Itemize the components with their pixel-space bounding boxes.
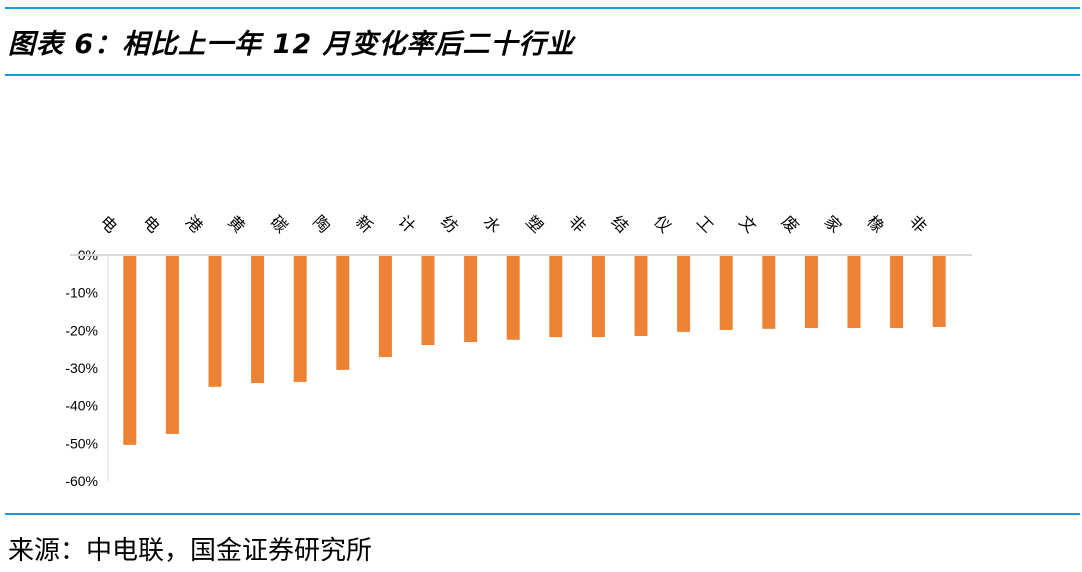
- category-label: 非: [565, 212, 590, 237]
- y-tick-label: -50%: [65, 435, 98, 451]
- bar: [677, 255, 691, 332]
- y-tick-label: -30%: [65, 360, 98, 376]
- y-tick-label: -60%: [65, 473, 98, 489]
- y-tick-label: -10%: [65, 285, 98, 301]
- category-label: 结: [608, 212, 633, 237]
- category-label: 水: [480, 212, 505, 237]
- category-label: 新: [352, 212, 377, 237]
- category-label: 橡: [863, 212, 888, 237]
- chart-title: 图表 6：相比上一年 12 月变化率后二十行业: [8, 29, 575, 60]
- source-note: 来源：中电联，国金证券研究所: [8, 536, 373, 566]
- bar: [165, 255, 179, 434]
- category-label: 碳: [267, 212, 292, 237]
- bar: [123, 255, 137, 445]
- bar: [208, 255, 222, 387]
- y-tick-label: -20%: [65, 322, 98, 338]
- source-rule: [5, 513, 1080, 515]
- bar: [762, 255, 776, 329]
- bar: [890, 255, 904, 329]
- bar: [549, 255, 563, 338]
- category-label: 黄: [224, 212, 249, 237]
- bar: [932, 255, 946, 327]
- bar: [378, 255, 392, 358]
- category-label: 非: [906, 212, 931, 237]
- category-label: 塑: [522, 212, 547, 237]
- bar: [464, 255, 478, 343]
- bar: [847, 255, 861, 329]
- bar: [591, 255, 605, 338]
- category-label: 纺: [437, 212, 462, 237]
- top-rule: [5, 7, 1080, 9]
- category-label: 文: [735, 212, 760, 237]
- bar: [421, 255, 435, 346]
- category-label: 工: [693, 212, 718, 237]
- category-label: 港: [182, 212, 207, 237]
- bar: [719, 255, 733, 330]
- y-tick-label: -40%: [65, 398, 98, 414]
- category-label: 计: [395, 212, 420, 237]
- category-label: 仪: [650, 212, 675, 237]
- category-label: 家: [821, 212, 846, 237]
- category-label: 电: [139, 212, 164, 237]
- category-label: 电: [96, 212, 121, 237]
- bar: [293, 255, 307, 382]
- bar: [804, 255, 818, 329]
- bar: [251, 255, 265, 384]
- bar: [506, 255, 520, 340]
- title-rule: [5, 74, 1080, 76]
- bar: [634, 255, 648, 336]
- category-label: 陶: [309, 212, 334, 237]
- category-label: 废: [778, 212, 803, 237]
- bar: [336, 255, 350, 370]
